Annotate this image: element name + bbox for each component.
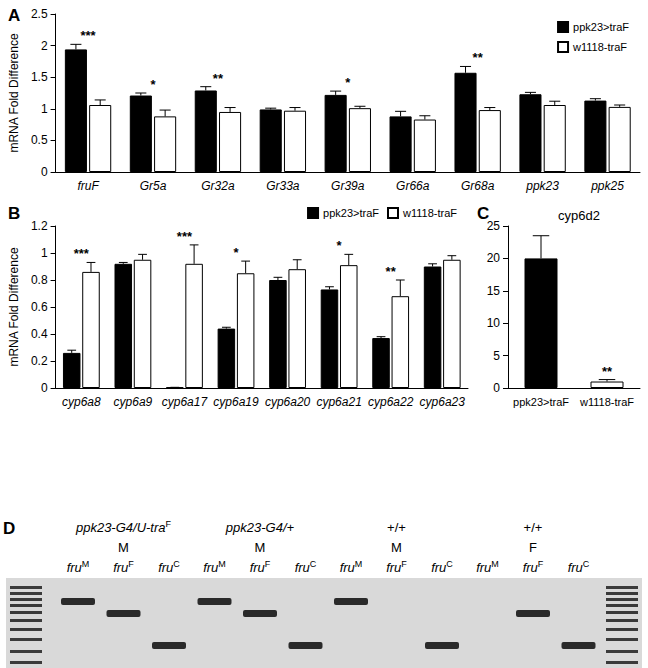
svg-text:***: *** (80, 28, 96, 43)
svg-text:cyp6a20: cyp6a20 (265, 395, 311, 409)
svg-text:25: 25 (486, 219, 500, 233)
svg-text:ppk23: ppk23 (525, 179, 559, 193)
svg-text:cyp6a9: cyp6a9 (114, 395, 153, 409)
svg-text:fruM: fruM (203, 559, 226, 575)
svg-text:0.6: 0.6 (31, 300, 48, 314)
svg-text:1.5: 1.5 (31, 70, 48, 84)
svg-text:0: 0 (41, 381, 48, 395)
svg-text:10: 10 (487, 316, 501, 330)
svg-text:ppk23>traF: ppk23>traF (513, 396, 569, 408)
svg-text:w1118-traF: w1118-traF (402, 207, 457, 219)
svg-text:cyp6a21: cyp6a21 (316, 395, 361, 409)
svg-text:ppk23>traF: ppk23>traF (323, 207, 379, 219)
svg-text:5: 5 (493, 349, 500, 363)
svg-text:*: * (233, 245, 239, 260)
svg-text:0: 0 (493, 381, 500, 395)
svg-text:fruF: fruF (386, 559, 407, 575)
svg-text:Gr5a: Gr5a (140, 179, 167, 193)
svg-text:cyp6a22: cyp6a22 (368, 395, 414, 409)
svg-text:M: M (255, 540, 266, 555)
svg-text:fruM: fruM (476, 559, 499, 575)
svg-text:2: 2 (41, 39, 48, 53)
svg-text:cyp6d2: cyp6d2 (558, 208, 600, 223)
svg-text:fruF: fruF (250, 559, 271, 575)
svg-text:fruC: fruC (431, 559, 453, 575)
svg-text:ppk25: ppk25 (590, 179, 624, 193)
svg-text:ppk23-G4/U-traF: ppk23-G4/U-traF (75, 519, 172, 535)
svg-text:mRNA Fold Difference: mRNA Fold Difference (7, 33, 21, 152)
svg-text:fruF: fruF (523, 559, 544, 575)
svg-text:0.2: 0.2 (31, 354, 48, 368)
svg-text:0.4: 0.4 (31, 327, 48, 341)
svg-text:*: * (345, 75, 351, 90)
svg-text:2.5: 2.5 (31, 7, 48, 21)
svg-text:A: A (8, 6, 20, 25)
svg-text:Gr66a: Gr66a (396, 179, 430, 193)
svg-text:F: F (529, 540, 537, 555)
svg-text:fruC: fruC (158, 559, 180, 575)
svg-text:Gr33a: Gr33a (266, 179, 300, 193)
svg-text:fruM: fruM (340, 559, 363, 575)
svg-text:fruM: fruM (67, 559, 90, 575)
svg-text:**: ** (602, 364, 613, 379)
svg-text:1: 1 (41, 246, 48, 260)
svg-text:C: C (477, 204, 489, 223)
svg-text:0.8: 0.8 (31, 273, 48, 287)
svg-text:Gr32a: Gr32a (201, 179, 235, 193)
svg-text:B: B (8, 204, 20, 223)
svg-text:fruC: fruC (295, 559, 317, 575)
svg-text:*: * (337, 238, 343, 253)
svg-text:0.5: 0.5 (31, 133, 48, 147)
svg-text:**: ** (386, 264, 397, 279)
svg-text:+/+: +/+ (524, 520, 543, 535)
svg-text:0: 0 (41, 165, 48, 179)
svg-text:fruF: fruF (113, 559, 134, 575)
svg-text:1.2: 1.2 (31, 219, 48, 233)
svg-text:cyp6a19: cyp6a19 (213, 395, 259, 409)
svg-text:M: M (118, 540, 129, 555)
svg-text:fruC: fruC (568, 559, 590, 575)
svg-text:1: 1 (41, 102, 48, 116)
svg-text:cyp6a8: cyp6a8 (62, 395, 101, 409)
svg-text:**: ** (473, 50, 484, 65)
svg-text:cyp6a23: cyp6a23 (420, 395, 466, 409)
svg-text:w1118-traF: w1118-traF (579, 396, 634, 408)
svg-text:20: 20 (487, 251, 501, 265)
svg-text:Gr68a: Gr68a (461, 179, 495, 193)
svg-text:ppk23>traF: ppk23>traF (573, 21, 629, 33)
svg-text:15: 15 (487, 284, 501, 298)
svg-text:+/+: +/+ (387, 520, 406, 535)
svg-text:***: *** (177, 229, 193, 244)
svg-text:Gr39a: Gr39a (331, 179, 365, 193)
svg-text:mRNA Fold Difference: mRNA Fold Difference (7, 247, 21, 366)
svg-text:**: ** (213, 71, 224, 86)
svg-text:w1118-traF: w1118-traF (572, 41, 627, 53)
svg-text:cyp6a17: cyp6a17 (162, 395, 209, 409)
svg-text:M: M (391, 540, 402, 555)
svg-text:fruF: fruF (77, 179, 99, 193)
svg-text:*: * (150, 77, 156, 92)
svg-text:***: *** (74, 246, 90, 261)
svg-text:ppk23-G4/+: ppk23-G4/+ (225, 520, 295, 535)
svg-text:D: D (3, 519, 15, 538)
